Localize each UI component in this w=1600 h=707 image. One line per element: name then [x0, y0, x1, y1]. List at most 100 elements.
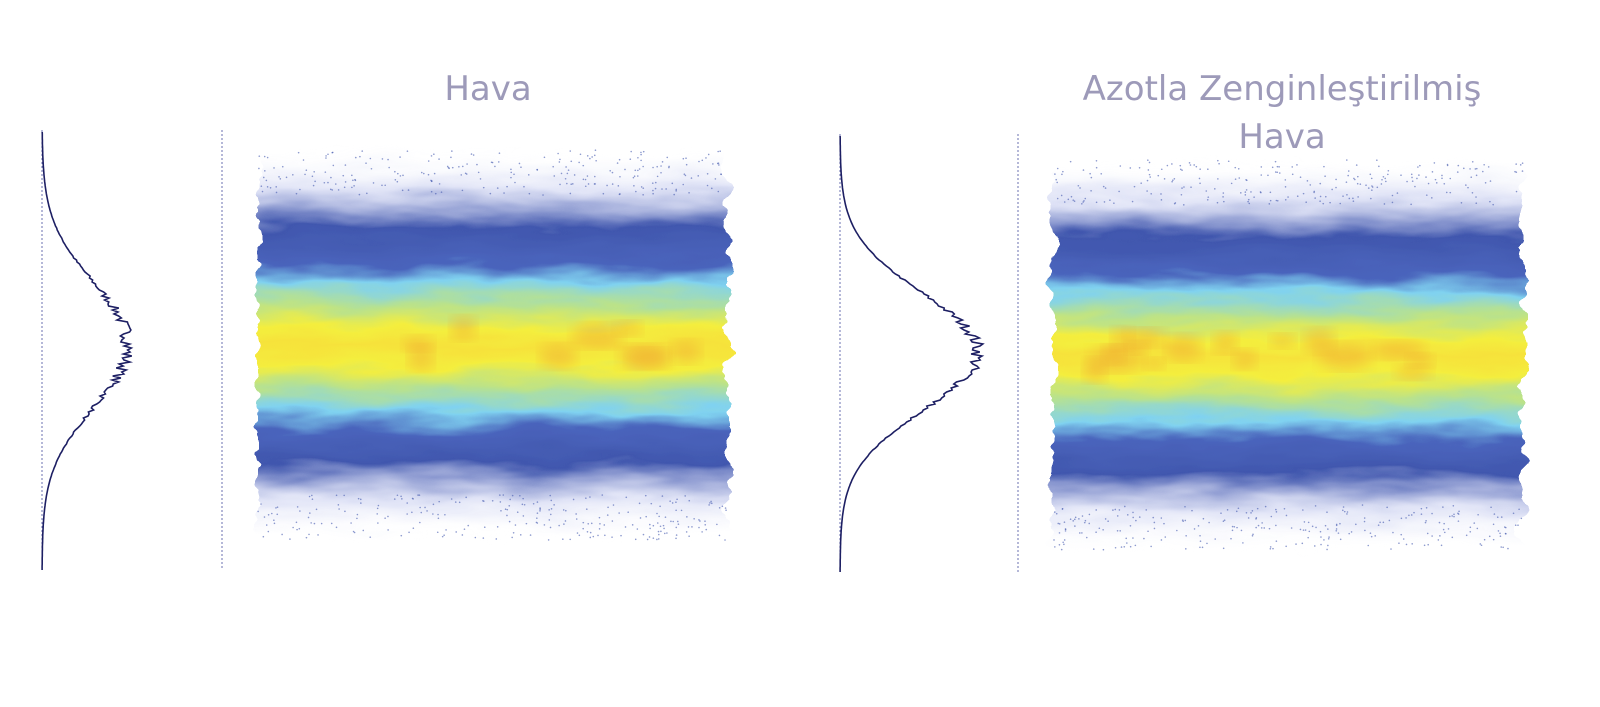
scatter-dot	[587, 183, 590, 185]
scatter-dot	[607, 506, 609, 509]
scatter-dot	[660, 171, 662, 174]
scatter-dot	[324, 171, 327, 173]
scatter-dot	[645, 515, 647, 518]
scatter-dot	[662, 524, 665, 527]
scatter-dot	[1095, 166, 1098, 169]
scatter-dot	[1453, 513, 1455, 516]
scatter-dot	[461, 189, 464, 192]
scatter-dot	[1082, 201, 1084, 203]
scatter-dot	[265, 524, 268, 526]
scatter-dot	[1102, 548, 1105, 551]
scatter-dot	[1496, 516, 1499, 518]
hotspot	[1317, 342, 1372, 370]
scatter-dot	[704, 520, 706, 522]
scatter-dot	[1402, 538, 1405, 540]
scatter-dot	[611, 171, 614, 174]
scatter-dot	[356, 517, 358, 520]
scatter-dot	[381, 184, 383, 187]
scatter-dot	[1053, 511, 1056, 513]
scatter-dot	[285, 176, 288, 179]
scatter-dot	[1449, 177, 1452, 180]
scatter-dot	[636, 528, 639, 530]
scatter-dot	[1327, 544, 1329, 547]
scatter-dot	[606, 184, 608, 187]
scatter-dot	[1448, 515, 1451, 518]
scatter-dot	[465, 496, 467, 499]
scatter-dot	[444, 513, 446, 516]
scatter-dot	[1060, 194, 1063, 197]
scatter-dot	[1425, 194, 1428, 196]
scatter-dot	[1260, 527, 1263, 529]
scatter-dot	[458, 501, 461, 504]
scatter-dot	[387, 515, 389, 518]
scatter-dot	[585, 508, 588, 510]
profile-curve	[41, 131, 134, 570]
scatter-dot	[1147, 169, 1150, 171]
scatter-dot	[684, 174, 687, 177]
scatter-dot	[1408, 514, 1410, 517]
scatter-dot	[384, 517, 386, 519]
scatter-dot	[1388, 519, 1391, 522]
scatter-dot	[1179, 164, 1182, 167]
scatter-dot	[566, 182, 568, 185]
scatter-dot	[1386, 506, 1388, 509]
scatter-dot	[1275, 508, 1277, 511]
scatter-dot	[482, 500, 485, 502]
scatter-dot	[525, 522, 528, 525]
scatter-dot	[661, 495, 664, 497]
scatter-dot	[654, 187, 657, 190]
scatter-dot	[1251, 534, 1254, 537]
scatter-dot	[437, 517, 440, 520]
scatter-dot	[557, 152, 559, 155]
scatter-dot	[1247, 517, 1250, 519]
scatter-dot	[1269, 191, 1272, 194]
scatter-dot	[506, 185, 508, 188]
scatter-dot	[302, 159, 305, 161]
scatter-dot	[1133, 185, 1136, 188]
scatter-dot	[514, 524, 517, 526]
scatter-dot	[353, 531, 356, 534]
scatter-dot	[289, 538, 291, 540]
scatter-dot	[706, 184, 709, 187]
scatter-dot	[311, 494, 313, 497]
scatter-dot	[1476, 527, 1479, 530]
scatter-dot	[1061, 507, 1064, 510]
scatter-dot	[1446, 164, 1449, 167]
scatter-dot	[599, 523, 601, 525]
scatter-dot	[343, 186, 346, 189]
scatter-dot	[1199, 534, 1201, 537]
scatter-dot	[1355, 523, 1357, 526]
scatter-dot	[408, 531, 410, 534]
scatter-dot	[352, 179, 354, 182]
scatter-dot	[1112, 509, 1114, 511]
scatter-dot	[1226, 509, 1229, 511]
scatter-dot	[1104, 187, 1107, 189]
scatter-dot	[1357, 196, 1359, 198]
scatter-dot	[433, 172, 436, 175]
scatter-dot	[495, 538, 498, 540]
scatter-dot	[1381, 178, 1383, 181]
scatter-dot	[508, 520, 511, 523]
scatter-dot	[296, 506, 299, 508]
scatter-dot	[299, 510, 301, 512]
scatter-dot	[1057, 522, 1060, 525]
scatter-dot	[1471, 160, 1474, 163]
scatter-dot	[513, 173, 515, 176]
scatter-dot	[1400, 533, 1403, 536]
hotspot	[1394, 364, 1432, 380]
scatter-dot	[1088, 513, 1091, 516]
scatter-dot	[584, 185, 587, 188]
scatter-dot	[560, 172, 563, 175]
scatter-dot	[1184, 519, 1187, 522]
scatter-dot	[582, 527, 584, 530]
scatter-dot	[1150, 545, 1152, 548]
scatter-dot	[1520, 517, 1523, 520]
scatter-dot	[330, 176, 332, 179]
scatter-dot	[305, 169, 308, 171]
scatter-dot	[361, 150, 364, 152]
scatter-dot	[1327, 538, 1330, 540]
scatter-dot	[570, 183, 573, 186]
scatter-dot	[1291, 166, 1294, 168]
scatter-dot	[1322, 202, 1325, 205]
scatter-dot	[1163, 178, 1166, 180]
